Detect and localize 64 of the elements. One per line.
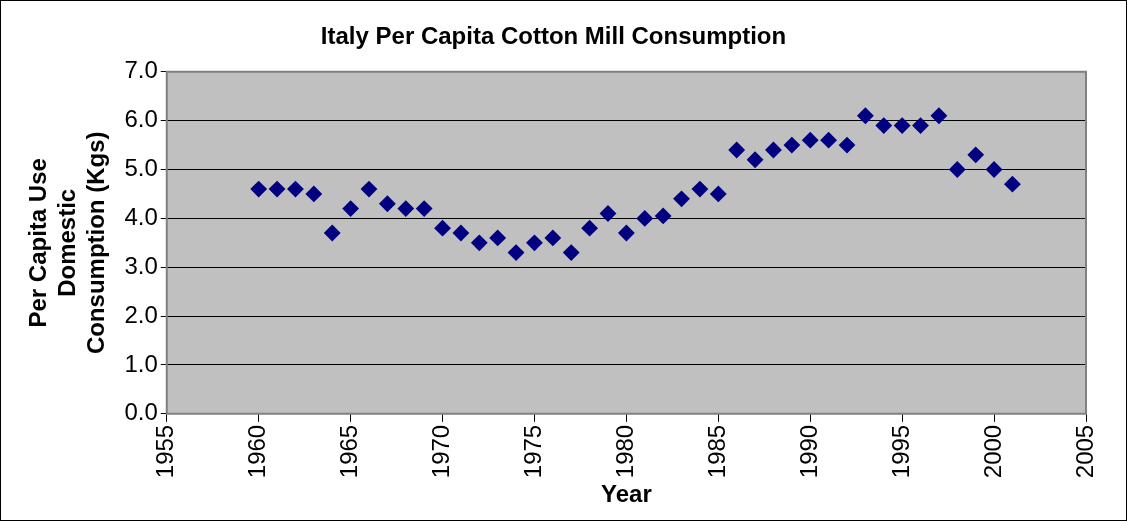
point <box>820 132 837 149</box>
point <box>986 161 1003 178</box>
point <box>802 132 819 149</box>
x-tick-label: 2000 <box>978 424 1006 479</box>
x-tick-label: 1975 <box>519 424 547 479</box>
x-tick-label: 1960 <box>243 424 271 479</box>
point <box>434 220 451 237</box>
point <box>747 151 764 168</box>
y-tick-label: 1.0 <box>124 349 158 377</box>
point <box>544 229 561 246</box>
point <box>526 234 543 251</box>
point <box>912 117 929 134</box>
x-axis-title: Year <box>601 480 652 508</box>
x-tick-label: 1965 <box>335 424 363 479</box>
point <box>471 234 488 251</box>
y-tick-label: 3.0 <box>124 251 158 279</box>
point <box>250 181 267 198</box>
x-tick-label: 2005 <box>1070 424 1098 479</box>
point <box>600 205 616 222</box>
y-tick-label: 2.0 <box>124 300 158 328</box>
y-tick-label: 0.0 <box>124 398 158 426</box>
point <box>618 225 635 242</box>
point <box>783 137 800 154</box>
point <box>710 185 727 202</box>
x-tick-label: 1985 <box>702 424 730 479</box>
point <box>839 137 855 154</box>
point <box>857 107 874 124</box>
point <box>765 141 782 158</box>
x-tick-label: 1970 <box>427 424 455 479</box>
point <box>691 181 708 198</box>
point <box>673 190 690 207</box>
x-tick-label: 1955 <box>151 424 179 479</box>
point <box>894 117 911 134</box>
point <box>967 146 984 163</box>
point <box>397 200 414 217</box>
point <box>324 225 341 242</box>
y-axis-title: Per Capita Use Domestic Consumption (Kgs) <box>24 131 109 355</box>
point <box>930 107 947 124</box>
y-tick-label: 5.0 <box>124 154 158 182</box>
point <box>1004 176 1021 193</box>
y-tick-label: 4.0 <box>124 203 158 230</box>
point <box>875 117 892 134</box>
chart-title: Italy Per Capita Cotton Mill Consumption <box>320 22 787 50</box>
point <box>452 225 469 242</box>
point <box>269 181 286 198</box>
point <box>949 161 966 178</box>
point <box>416 200 433 217</box>
point <box>636 210 653 227</box>
point <box>563 244 580 261</box>
point <box>361 181 377 198</box>
point <box>305 185 322 202</box>
point <box>728 141 745 158</box>
point <box>581 220 598 237</box>
point <box>379 195 396 212</box>
x-tick-label: 1980 <box>611 424 639 479</box>
x-tick-label: 1995 <box>886 424 914 479</box>
y-tick-label: 7.0 <box>124 56 158 84</box>
point <box>287 181 304 198</box>
x-tick-label: 1990 <box>794 424 822 479</box>
y-tick-label: 6.0 <box>124 105 158 133</box>
point <box>489 229 506 246</box>
point <box>342 200 359 217</box>
point <box>508 244 525 261</box>
point <box>655 207 672 224</box>
